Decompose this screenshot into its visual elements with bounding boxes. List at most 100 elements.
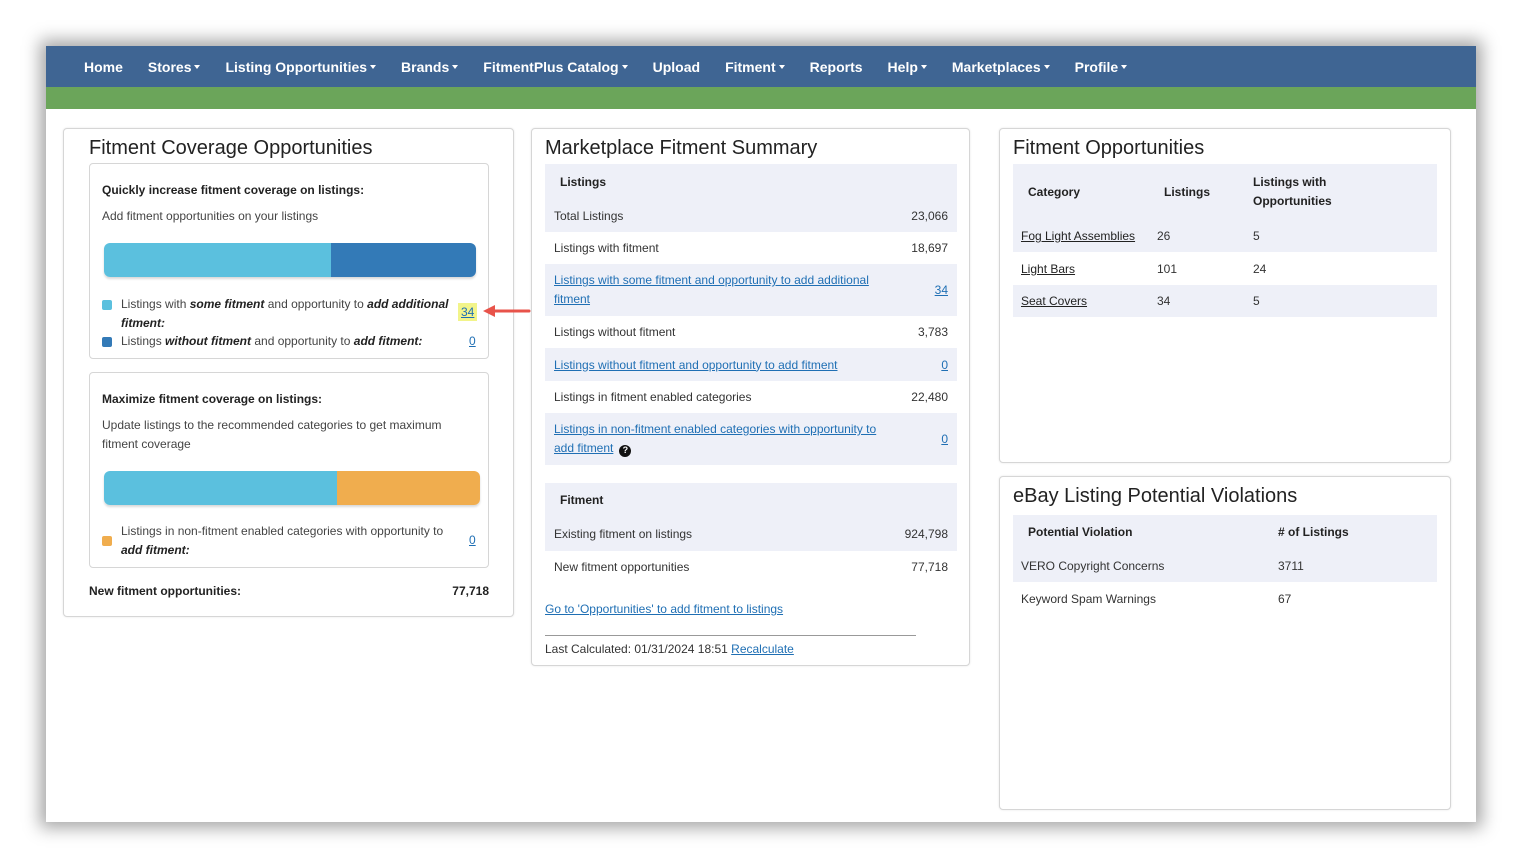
table-row: Fog Light Assemblies 26 5 [1013, 220, 1437, 252]
table-row: Listings in fitment enabled categories 22… [545, 381, 957, 413]
header-opportunities: Listings with Opportunities [1253, 175, 1332, 208]
table-row: Listings with some fitment and opportuni… [545, 264, 957, 316]
caret-down-icon [370, 64, 377, 69]
without-fitment-count-link[interactable]: 0 [469, 334, 476, 348]
legend-non-enabled: Listings in non-fitment enabled categori… [102, 522, 451, 560]
table-row: Listings without fitment and opportunity… [545, 348, 957, 381]
bar-segment-enabled [104, 471, 338, 505]
header-label: Fitment [560, 492, 604, 507]
fitment-table: Fitment Existing fitment on listings 924,… [545, 483, 957, 583]
non-enabled-value-link[interactable]: 0 [941, 432, 948, 446]
info-icon[interactable]: ? [619, 444, 632, 457]
box-heading: Maximize fitment coverage on listings: [102, 392, 323, 406]
opportunities-count: 24 [1253, 261, 1267, 276]
new-opportunities-total: New fitment opportunities: 77,718 [89, 584, 489, 598]
table-row: Listings with fitment 18,697 [545, 232, 957, 264]
header-violation: Potential Violation [1028, 525, 1133, 539]
without-fitment-value-link[interactable]: 0 [941, 357, 948, 372]
table-row: Existing fitment on listings 924,798 [545, 516, 957, 551]
nav-fitment[interactable]: Fitment [725, 59, 785, 75]
row-label: Listings in fitment enabled categories [554, 390, 752, 404]
table-row: Listings in non-fitment enabled categori… [545, 413, 957, 465]
nav-fitmentplus-catalog[interactable]: FitmentPlus Catalog [483, 58, 628, 75]
caret-down-icon [920, 64, 927, 69]
nav-listing-opportunities[interactable]: Listing Opportunities [225, 59, 377, 75]
row-label: Total Listings [554, 209, 624, 223]
violation-label: Keyword Spam Warnings [1021, 591, 1156, 606]
caret-down-icon [452, 64, 459, 69]
fitment-opportunities-panel: Fitment Opportunities Category Listings … [999, 128, 1451, 463]
nav-brands[interactable]: Brands [401, 59, 459, 75]
nav-help-label: Help [887, 58, 918, 75]
box-subtext: Add fitment opportunities on your listin… [102, 209, 319, 223]
fitment-summary-panel: Marketplace Fitment Summary Listings Tot… [531, 128, 970, 666]
legend-label: Listings in non-fitment enabled categori… [121, 524, 444, 557]
row-label: Listings without fitment [554, 325, 676, 339]
table-header: Potential Violation # of Listings [1013, 515, 1437, 549]
violation-count: 3711 [1278, 558, 1304, 573]
header-listings: Listings [1164, 185, 1211, 199]
legend-some-fitment: Listings with some fitment and opportuni… [102, 295, 451, 333]
table-row: Seat Covers 34 5 [1013, 285, 1437, 317]
some-fitment-link[interactable]: Listings with some fitment and opportuni… [554, 273, 869, 306]
opportunities-table: Category Listings Listings with Opportun… [1013, 164, 1437, 317]
opportunities-count: 5 [1253, 294, 1260, 308]
nav-home-label: Home [84, 58, 123, 75]
box-subtext: Update listings to the recommended categ… [102, 418, 442, 451]
some-fitment-count-link[interactable]: 34 [458, 303, 478, 321]
nav-upload[interactable]: Upload [653, 59, 700, 75]
row-value: 3,783 [917, 325, 948, 339]
row-label: Listings with fitment [554, 241, 659, 255]
nav-profile[interactable]: Profile [1075, 59, 1128, 75]
last-calculated-label: Last Calculated: 01/31/2024 18:51 [545, 642, 728, 656]
without-fitment-link[interactable]: Listings without fitment and opportunity… [554, 357, 838, 372]
nav-reports[interactable]: Reports [810, 59, 863, 75]
recalculate-link[interactable]: Recalculate [731, 642, 794, 656]
legend-swatch-light-blue [102, 300, 112, 310]
category-link[interactable]: Light Bars [1021, 261, 1076, 276]
total-label: New fitment opportunities: [89, 584, 241, 598]
table-row: VERO Copyright Concerns 3711 [1013, 549, 1437, 582]
table-row: Keyword Spam Warnings 67 [1013, 582, 1437, 615]
top-navbar: Home Stores Listing Opportunities Brands… [46, 46, 1476, 87]
category-link[interactable]: Fog Light Assemblies [1021, 229, 1136, 243]
app-window: Home Stores Listing Opportunities Brands… [46, 46, 1476, 822]
listings-count: 101 [1157, 261, 1178, 276]
nav-fitment-label: Fitment [725, 58, 776, 75]
legend-swatch-orange [102, 536, 112, 546]
violation-label: VERO Copyright Concerns [1021, 558, 1165, 573]
nav-fitmentplus-catalog-label: FitmentPlus Catalog [483, 58, 619, 75]
nav-stores-label: Stores [147, 58, 192, 75]
nav-marketplaces-label: Marketplaces [951, 58, 1041, 75]
panel-title: Fitment Opportunities [1013, 137, 1205, 159]
caret-down-icon [621, 64, 628, 69]
quick-coverage-bar [104, 243, 476, 277]
divider [545, 635, 916, 636]
nav-reports-label: Reports [809, 58, 863, 75]
header-label: Listings [560, 175, 607, 189]
maximize-coverage-bar [104, 471, 480, 505]
nav-home[interactable]: Home [84, 59, 123, 75]
category-link[interactable]: Seat Covers [1021, 294, 1088, 308]
non-enabled-link[interactable]: Listings in non-fitment enabled categori… [554, 422, 877, 455]
row-label-wrap: Listings in non-fitment enabled categori… [554, 420, 894, 458]
row-value: 18,697 [911, 241, 948, 255]
header-category: Category [1028, 185, 1081, 199]
table-row: New fitment opportunities 77,718 [545, 551, 957, 583]
legend-label: Listings with some fitment and opportuni… [121, 297, 449, 330]
nav-stores[interactable]: Stores [148, 59, 201, 75]
panel-title: eBay Listing Potential Violations [1013, 485, 1298, 507]
red-arrow-annotation [483, 305, 531, 317]
bar-segment-some-fitment [104, 243, 331, 277]
nav-marketplaces[interactable]: Marketplaces [952, 59, 1050, 75]
listings-count: 26 [1157, 229, 1171, 243]
non-enabled-count-link[interactable]: 0 [469, 533, 476, 547]
bar-segment-non-enabled [337, 471, 480, 505]
some-fitment-value-link[interactable]: 34 [934, 283, 948, 297]
opportunities-count: 5 [1253, 229, 1260, 243]
row-value: 77,718 [911, 560, 948, 574]
table-row: Light Bars 101 24 [1013, 252, 1437, 285]
goto-opportunities-link[interactable]: Go to 'Opportunities' to add fitment to … [545, 602, 784, 616]
violations-table: Potential Violation # of Listings VERO C… [1013, 515, 1437, 615]
nav-help[interactable]: Help [888, 59, 927, 75]
